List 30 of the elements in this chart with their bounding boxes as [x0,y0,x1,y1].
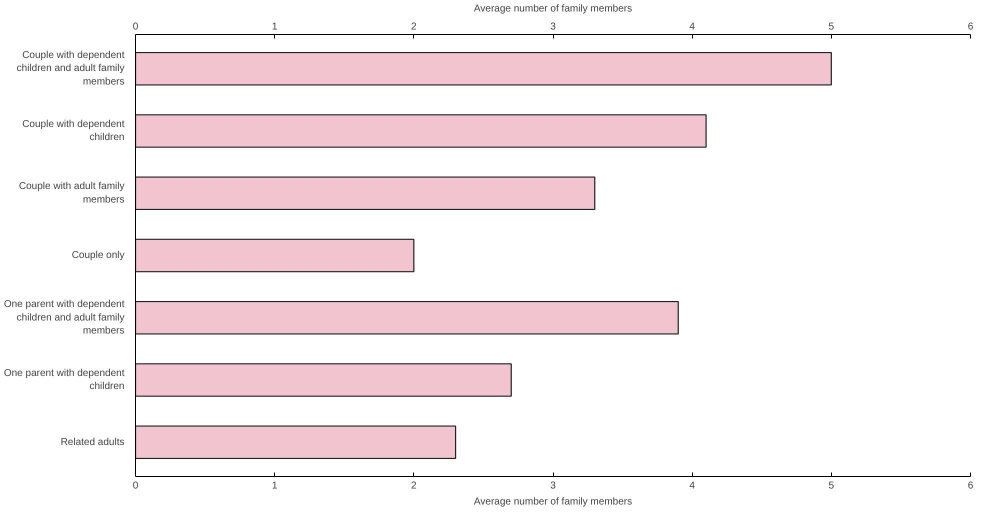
bar [136,238,414,272]
y-tick-label: One parent with dependent children and adult family members [4,299,125,336]
x2-tick-label: 3 [550,480,556,492]
bar [136,176,596,210]
bar [136,114,707,148]
x-tick-label: 0 [132,22,139,32]
y-tick-label: Couple with dependent children and adult family members [16,50,125,88]
x-tick-label: 1 [272,22,278,32]
x-tick-label: 5 [828,22,835,32]
y-tick-label: Couple with adult family members [18,181,125,206]
y-tick-label: One parent with dependent children [4,368,125,392]
bar [136,300,679,335]
x2-tick-label: 2 [411,480,418,492]
y-tick-label: Couple with dependent children [22,118,125,144]
x-tick-label: 4 [689,22,696,32]
x-tick-label: 2 [411,22,418,32]
x2-tick-label: 4 [689,480,696,492]
x2-tick-label: 6 [968,480,974,492]
x2-tick-label: 0 [132,480,139,492]
y-tick-label: Related adults [60,436,125,448]
x2-axis-title: Average number of family members [474,496,632,508]
y-tick-label: Couple only [72,250,124,261]
x-axis-title: Average number of family members [474,4,632,14]
x2-tick-label: 5 [828,480,835,492]
bar [136,52,832,86]
bar [136,363,512,397]
x2-tick-label: 1 [272,480,278,492]
x-tick-label: 6 [968,22,974,32]
bar [136,425,456,460]
x-tick-label: 3 [550,22,556,32]
